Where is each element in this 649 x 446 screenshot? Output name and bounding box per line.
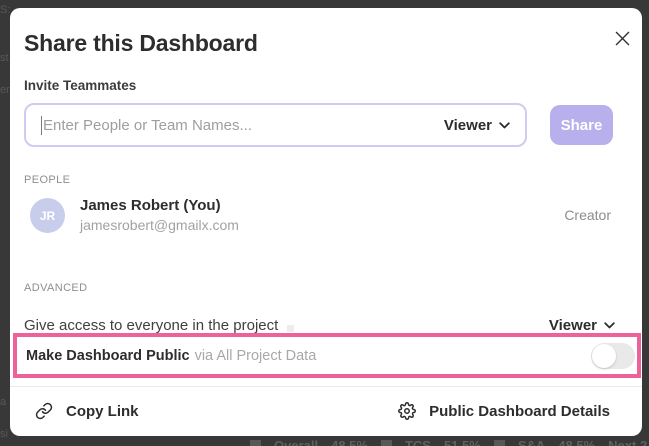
person-name: James Robert (You) [80, 197, 221, 214]
toggle-knob-icon [592, 343, 616, 368]
close-button[interactable] [608, 24, 636, 52]
share-dashboard-modal: Share this Dashboard Invite Teammates Vi… [10, 8, 642, 436]
copy-link-button[interactable]: Copy Link [35, 386, 139, 436]
people-section-label: PEOPLE [24, 174, 71, 186]
backdrop-fragment: S: [0, 4, 11, 16]
project-access-row: Give access to everyone in the project V… [24, 309, 615, 341]
make-public-label: Make Dashboard Public [26, 347, 190, 364]
link-icon [35, 402, 53, 420]
legend-label: Next 2 [608, 438, 648, 446]
backdrop-fragment: a [0, 396, 7, 408]
footer-divider [10, 386, 642, 387]
backdrop-fragment: si [0, 428, 8, 440]
project-access-role-value: Viewer [548, 316, 597, 334]
legend-label: Overall [274, 438, 319, 446]
modal-title: Share this Dashboard [24, 30, 258, 56]
legend-value: 51.5% [443, 438, 481, 446]
chevron-down-icon [499, 121, 510, 129]
legend-label: S&A [517, 438, 546, 446]
backdrop-fragment: er [0, 84, 10, 96]
invite-input-container: Viewer [24, 103, 527, 147]
person-role: Creator [564, 207, 611, 223]
advanced-section-label: ADVANCED [24, 282, 88, 294]
avatar: JR [30, 198, 65, 233]
legend-swatch [493, 440, 505, 446]
invite-role-dropdown[interactable]: Viewer [436, 105, 525, 145]
backdrop-fragment: st [0, 52, 9, 64]
invite-input[interactable] [26, 105, 436, 145]
copy-link-label: Copy Link [66, 402, 139, 420]
make-public-sublabel: via All Project Data [194, 347, 317, 364]
person-row: JR James Robert (You) jamesrobert@gmailx… [24, 197, 628, 235]
backdrop-legend-row: Overall 48.5% TCS 51.5% S&A 48.5% Next 2 [250, 438, 647, 446]
person-email: jamesrobert@gmailx.com [80, 217, 239, 233]
legend-value: 48.5% [558, 438, 596, 446]
gear-icon [398, 402, 417, 420]
annotation-highlight-box: Make Dashboard Public via All Project Da… [13, 333, 641, 378]
invite-role-value: Viewer [443, 116, 492, 134]
chevron-down-icon [604, 321, 615, 329]
invite-teammates-label: Invite Teammates [24, 78, 137, 93]
legend-swatch [380, 440, 392, 446]
close-icon [615, 31, 630, 46]
share-button[interactable]: Share [550, 105, 613, 145]
project-access-role-dropdown[interactable]: Viewer [541, 317, 615, 334]
info-icon [287, 324, 295, 332]
legend-label: TCS [404, 438, 431, 446]
public-dashboard-details-button[interactable]: Public Dashboard Details [398, 386, 610, 436]
text-cursor [41, 116, 42, 135]
public-toggle[interactable] [591, 342, 635, 369]
project-access-label: Give access to everyone in the project [24, 316, 279, 334]
legend-value: 48.5% [331, 438, 368, 446]
details-label: Public Dashboard Details [429, 402, 610, 420]
legend-swatch [250, 440, 261, 446]
